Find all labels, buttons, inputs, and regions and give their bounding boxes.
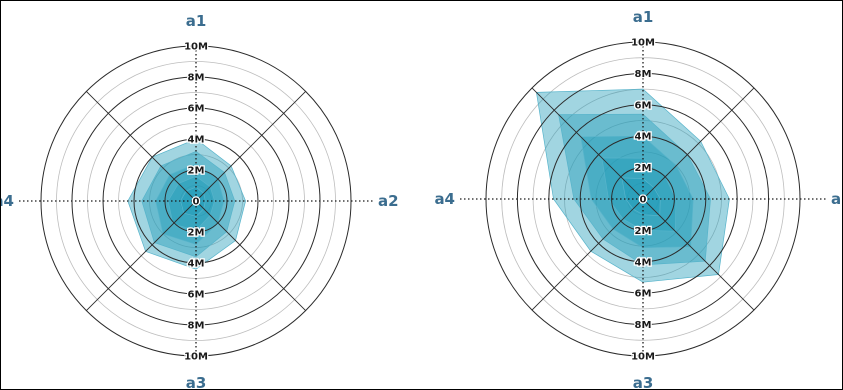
diagonal-spoke [531, 87, 644, 200]
tick-label-lower: 6M [188, 290, 205, 301]
diagonal-spoke [195, 200, 306, 311]
tick-label-upper: 10M [184, 42, 208, 53]
data-layer-1 [127, 138, 246, 270]
axis-label-a4: a4 [1, 192, 14, 210]
diagonal-spoke [531, 198, 644, 311]
tick-label-upper: 6M [188, 104, 205, 115]
radar-chart-right: 2M 2M 4M 4M 6M 6M 8M 8M 10M 10M 0 a1 a2 a3 a4 [434, 8, 842, 389]
tick-label-lower: 10M [184, 352, 208, 363]
diagonal-spoke [86, 91, 197, 202]
tick-label-upper: 4M [635, 132, 652, 143]
tick-label-lower: 8M [188, 321, 205, 332]
tick-label-lower: 2M [188, 228, 205, 239]
tick-label-upper: 6M [635, 100, 652, 111]
tick-label-upper: 8M [635, 69, 652, 80]
center-tick-label: 0 [640, 195, 647, 206]
diagonal-spoke [642, 198, 755, 311]
data-layer-2 [141, 151, 236, 258]
tick-label-lower: 2M [635, 226, 652, 237]
tick-label-lower: 8M [635, 320, 652, 331]
diagonal-spoke [86, 200, 197, 311]
tick-label-upper: 8M [188, 73, 205, 84]
tick-label-lower: 4M [635, 257, 652, 268]
radar-chart-left: 2M 2M 4M 4M 6M 6M 8M 8M 10M 10M 0 a1 a2 a3 a4 [1, 12, 399, 389]
axis-label-a2: a2 [378, 192, 399, 210]
diagonal-spoke [642, 87, 755, 200]
tick-label-lower: 6M [635, 289, 652, 300]
tick-label-lower: 4M [188, 259, 205, 270]
tick-label-upper: 4M [188, 135, 205, 146]
tick-label-upper: 10M [631, 38, 655, 49]
axis-label-a2: a2 [831, 190, 842, 208]
tick-label-upper: 2M [188, 166, 205, 177]
tick-label-upper: 2M [635, 163, 652, 174]
axis-label-a1: a1 [186, 12, 207, 30]
data-layer-5 [180, 186, 206, 217]
axis-label-a3: a3 [186, 374, 207, 389]
data-layer-3 [580, 135, 694, 249]
center-tick-label: 0 [193, 197, 200, 208]
axis-label-a1: a1 [633, 8, 654, 26]
axis-label-a3: a3 [633, 374, 654, 389]
axis-label-a4: a4 [434, 190, 455, 208]
tick-label-lower: 10M [631, 352, 655, 363]
diagonal-spoke [195, 91, 306, 202]
data-layer-2 [558, 113, 711, 266]
